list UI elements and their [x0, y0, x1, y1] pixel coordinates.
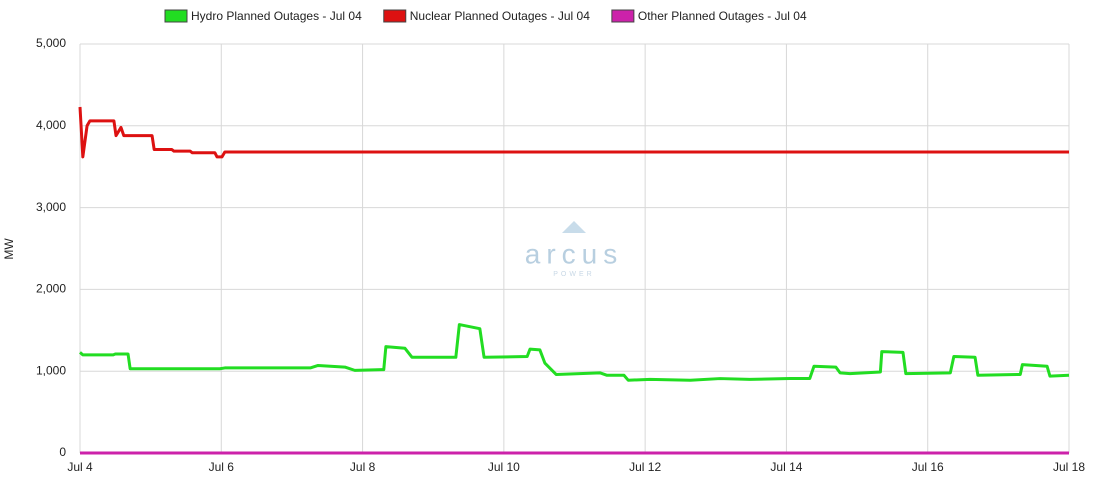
legend-label: Other Planned Outages - Jul 04	[638, 9, 807, 23]
watermark-icon	[562, 221, 586, 233]
y-tick-label: 0	[59, 445, 66, 459]
legend-swatch	[164, 9, 188, 23]
x-tick-label: Jul 14	[770, 460, 802, 474]
x-tick-label: Jul 8	[350, 460, 376, 474]
line-series	[79, 323, 1070, 382]
x-tick-label: Jul 10	[488, 460, 520, 474]
x-tick-label: Jul 12	[629, 460, 661, 474]
x-tick-label: Jul 16	[912, 460, 944, 474]
y-tick-label: 1,000	[36, 363, 66, 377]
y-tick-label: 4,000	[36, 118, 66, 132]
watermark-tagline: POWER	[553, 271, 594, 278]
legend-swatch	[383, 9, 407, 23]
x-tick-label: Jul 6	[209, 460, 235, 474]
y-tick-label: 2,000	[36, 282, 66, 296]
x-tick-label: Jul 4	[67, 460, 93, 474]
y-tick-label: 3,000	[36, 200, 66, 214]
watermark: arcus	[525, 238, 623, 269]
line-series	[78, 106, 1069, 159]
legend-swatch	[611, 9, 635, 23]
x-tick-label: Jul 18	[1053, 460, 1085, 474]
legend-label: Hydro Planned Outages - Jul 04	[191, 9, 362, 23]
y-tick-label: 5,000	[36, 36, 66, 50]
legend-label: Nuclear Planned Outages - Jul 04	[410, 9, 590, 23]
y-axis-label: MW	[2, 238, 16, 260]
